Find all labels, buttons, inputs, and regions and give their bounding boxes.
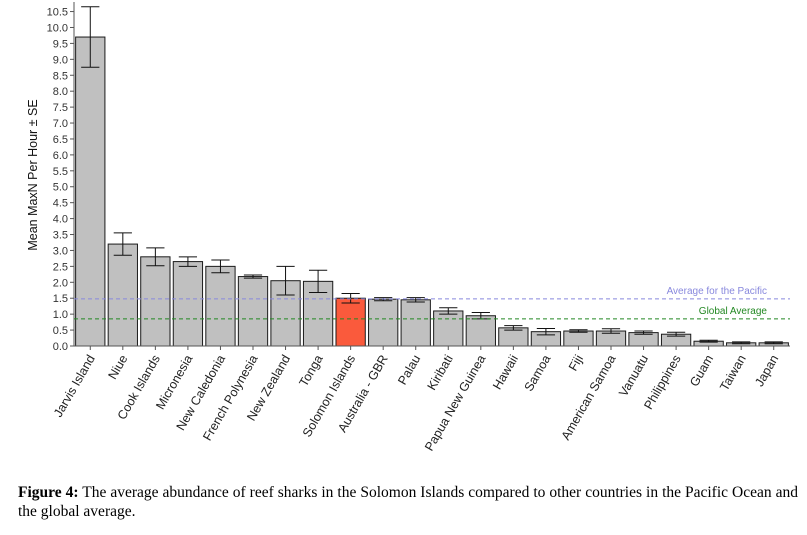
bar-micronesia [172,261,204,347]
caption-text: The average abundance of reef sharks in … [18,484,798,520]
x-tick-label: Palau [395,352,423,387]
bar-fiji [563,330,594,347]
x-tick-label: Fiji [566,353,586,374]
y-tick-label: 8.0 [53,86,68,98]
bar-jarvis-island [75,36,106,347]
reference-line-label: Average for the Pacific [667,286,767,297]
reference-line-label: Global Average [699,306,768,317]
y-tick-label: 7.5 [53,102,68,114]
y-tick-label: 7.0 [53,118,68,130]
y-axis-label: Mean MaxN Per Hour ± SE [26,99,40,250]
x-tick-label: Kiribati [425,353,456,393]
bar-solomon-islands [335,297,366,347]
y-tick-label: 1.0 [53,309,68,321]
y-tick-label: 10.5 [47,7,68,19]
y-tick-label: 8.5 [53,70,68,82]
bar-cook-islands [140,256,171,347]
y-tick-label: 5.0 [53,182,68,194]
y-tick-label: 9.5 [53,38,68,50]
y-tick-label: 6.0 [53,150,68,162]
y-tick-label: 1.5 [53,293,68,305]
y-tick-label: 10.0 [47,22,68,34]
y-tick-label: 9.0 [53,54,68,66]
figure-caption: Figure 4: The average abundance of reef … [18,483,798,521]
y-tick-label: 5.5 [53,166,68,178]
bar-french-polynesia [237,276,269,347]
bar-chart: 0.0 0.5 1.0 1.5 2.0 2.5 3.0 3.5 4.0 4.5 5.0 5.5 6.0 6… [26,2,790,453]
x-tick-label: Guam [687,353,716,389]
y-tick-label: 2.5 [53,261,68,273]
caption-label: Figure 4: [18,484,79,501]
y-tick-label: 0.5 [53,325,68,337]
x-tick-label: Hawaii [490,353,521,392]
y-tick-label: 4.0 [53,214,68,226]
bar-kiribati [433,310,464,347]
y-tick-label: 4.5 [53,198,68,210]
y-tick-label: 6.5 [53,134,68,146]
bar-australia-gbr [368,298,399,347]
bar-papua-new-guinea [465,315,496,347]
x-tick-label: Papua New Guinea [422,352,488,453]
x-tick-label: Niue [105,352,130,381]
bar-palau [400,299,431,347]
x-tick-label: Japan [752,352,781,389]
x-tick-label: Taiwan [717,352,749,393]
y-tick-label: 3.0 [53,245,68,257]
y-tick-label: 0.0 [53,341,68,353]
x-tick-label: Samoa [522,352,554,393]
y-tick-label: 3.5 [53,230,68,242]
x-tick-label: Vanuatu [616,352,651,399]
bar-new-caledonia [205,265,236,347]
bar-niue [107,243,138,347]
y-tick-label: 2.0 [53,277,68,289]
x-tick-label: Jarvis Island [51,352,98,419]
x-tick-label: Tonga [297,352,326,389]
